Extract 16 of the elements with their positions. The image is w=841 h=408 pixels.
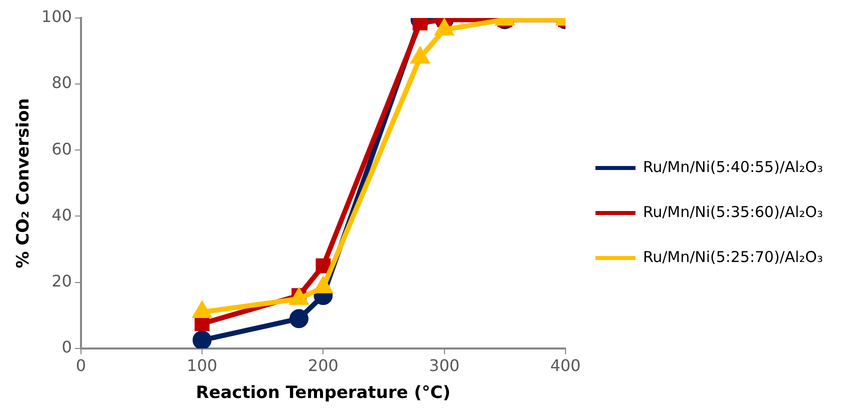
legend-label: Ru/Mn/Ni(5:35:60)/Al₂O₃ — [642, 202, 824, 221]
x-tick-label: 0 — [76, 356, 86, 376]
y-tick-label: 20 — [52, 271, 72, 290]
legend-label: Ru/Mn/Ni(5:25:70)/Al₂O₃ — [642, 248, 824, 266]
y-tick-label: 0 — [62, 338, 72, 357]
y-tick-label: 40 — [52, 205, 72, 224]
y-tick-label: 100 — [41, 7, 72, 26]
x-tick-label: 100 — [186, 356, 218, 376]
y-axis-title: % CO₂ Conversion — [14, 98, 34, 268]
y-tick-label: 80 — [52, 73, 72, 92]
legend-label: Ru/Mn/Ni(5:40:55)/Al₂O₃ — [642, 158, 824, 176]
x-axis-title: Reaction Temperature (°C) — [196, 383, 450, 404]
x-tick-label: 400 — [550, 356, 581, 376]
y-tick-label: 60 — [52, 139, 72, 158]
x-tick-label: 200 — [308, 356, 338, 376]
x-tick-label: 300 — [429, 356, 460, 376]
